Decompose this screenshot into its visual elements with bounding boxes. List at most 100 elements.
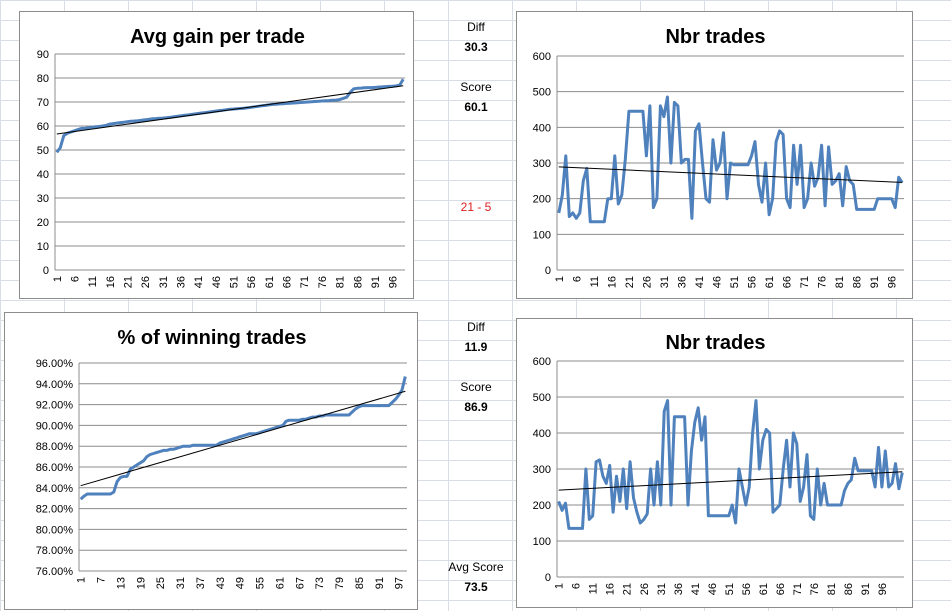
trendline <box>80 390 406 487</box>
x-tick-label: 21 <box>122 276 134 288</box>
trendline <box>558 166 903 183</box>
x-tick-label: 11 <box>588 583 600 594</box>
x-tick-label: 11 <box>589 276 601 287</box>
x-tick-label: 91 <box>869 276 881 288</box>
x-tick-label: 46 <box>711 276 723 288</box>
x-tick-label: 67 <box>294 577 306 589</box>
y-tick-label: 300 <box>533 464 551 476</box>
x-tick-label: 56 <box>741 583 753 595</box>
x-tick-label: 37 <box>195 577 207 589</box>
y-tick-label: 500 <box>533 392 551 404</box>
x-tick-label: 76 <box>817 276 829 288</box>
x-tick-label: 46 <box>211 276 223 288</box>
y-tick-label: 82.00% <box>36 504 74 516</box>
x-tick-label: 86 <box>852 276 864 288</box>
x-tick-label: 46 <box>707 583 719 595</box>
y-tick-label: 40 <box>37 169 49 181</box>
x-tick-label: 81 <box>834 276 846 288</box>
x-tick-label: 96 <box>388 276 400 288</box>
y-tick-label: 20 <box>37 217 49 229</box>
y-tick-label: 400 <box>533 122 551 134</box>
x-tick-label: 36 <box>673 583 685 595</box>
x-tick-label: 56 <box>747 276 759 288</box>
x-tick-label: 16 <box>605 583 617 595</box>
x-tick-label: 1 <box>76 577 88 583</box>
y-tick-label: 80.00% <box>36 524 74 536</box>
x-tick-label: 51 <box>724 583 736 595</box>
y-tick-label: 50 <box>37 145 49 157</box>
score2-label: Score <box>460 380 492 394</box>
x-tick-label: 81 <box>335 276 347 288</box>
x-tick-label: 96 <box>887 276 899 288</box>
y-tick-label: 300 <box>533 158 551 170</box>
win-loss-cell: 21 - 5 <box>460 200 492 214</box>
x-tick-label: 61 <box>764 276 776 288</box>
y-tick-label: 60 <box>37 121 49 133</box>
trendline <box>558 471 903 491</box>
y-tick-label: 76.00% <box>36 566 74 578</box>
x-tick-label: 41 <box>193 276 205 288</box>
y-tick-label: 10 <box>37 241 49 253</box>
x-tick-label: 43 <box>215 577 227 589</box>
x-tick-label: 36 <box>676 276 688 288</box>
series-line <box>79 376 407 501</box>
avg-gain-chart: Avg gain per trade 0 10 20 30 40 50 60 70 80 90 1 6 1… <box>19 11 414 299</box>
x-tick-label: 51 <box>729 276 741 288</box>
score1-label: Score <box>460 80 492 94</box>
x-tick-label: 1 <box>554 276 566 282</box>
chart-title: % of winning trades <box>118 327 307 349</box>
y-tick-label: 92.00% <box>36 400 74 412</box>
trendline <box>56 85 404 135</box>
x-tick-label: 25 <box>155 577 167 589</box>
x-tick-label: 31 <box>659 276 671 288</box>
x-tick-label: 16 <box>105 276 117 288</box>
series-line <box>55 78 405 154</box>
x-tick-label: 66 <box>775 583 787 595</box>
x-tick-label: 6 <box>69 276 81 282</box>
x-tick-label: 7 <box>96 577 108 583</box>
diff2-value: 11.9 <box>464 340 488 354</box>
x-tick-label: 31 <box>158 276 170 288</box>
y-tick-label: 600 <box>533 51 551 63</box>
avg-score-label: Avg Score <box>448 560 504 574</box>
x-tick-label: 61 <box>264 276 276 288</box>
x-tick-label: 86 <box>843 583 855 595</box>
x-tick-label: 71 <box>799 276 811 288</box>
diff1-value: 30.3 <box>464 40 488 54</box>
x-tick-label: 86 <box>352 276 364 288</box>
x-tick-label: 71 <box>299 276 311 288</box>
y-tick-label: 30 <box>37 193 49 205</box>
x-tick-label: 1 <box>52 276 64 282</box>
x-tick-label: 6 <box>571 583 583 589</box>
x-tick-label: 91 <box>370 276 382 288</box>
y-tick-label: 100 <box>533 536 551 548</box>
x-tick-label: 36 <box>176 276 188 288</box>
x-tick-label: 13 <box>115 577 127 589</box>
y-tick-label: 94.00% <box>36 379 74 391</box>
x-tick-label: 21 <box>622 583 634 595</box>
x-tick-label: 96 <box>877 583 889 595</box>
x-tick-label: 85 <box>354 577 366 589</box>
x-tick-label: 21 <box>624 276 636 288</box>
x-tick-label: 31 <box>175 577 187 589</box>
y-tick-label: 86.00% <box>36 462 74 474</box>
y-tick-label: 90 <box>37 49 49 61</box>
y-tick-label: 90.00% <box>36 420 74 432</box>
x-tick-label: 31 <box>656 583 668 595</box>
x-tick-label: 79 <box>334 577 346 589</box>
x-tick-label: 91 <box>374 577 386 589</box>
x-tick-label: 26 <box>140 276 152 288</box>
x-tick-label: 81 <box>826 583 838 595</box>
y-tick-label: 78.00% <box>36 545 74 557</box>
x-tick-label: 16 <box>606 276 618 288</box>
nbr-trades-chart-bottom: Nbr trades 0 100 200 300 400 500 600 1 6 11 16 21 26 3… <box>516 318 913 608</box>
chart-title: Avg gain per trade <box>130 26 305 48</box>
y-tick-label: 600 <box>533 356 551 368</box>
y-tick-label: 0 <box>545 572 551 584</box>
series-line <box>557 399 904 530</box>
x-tick-label: 6 <box>571 276 583 282</box>
x-tick-label: 66 <box>282 276 294 288</box>
winning-trades-chart: % of winning trades 76.00% 78.00% 80.00% 82.… <box>4 312 418 610</box>
x-tick-label: 49 <box>235 577 247 589</box>
y-tick-label: 80 <box>37 73 49 85</box>
